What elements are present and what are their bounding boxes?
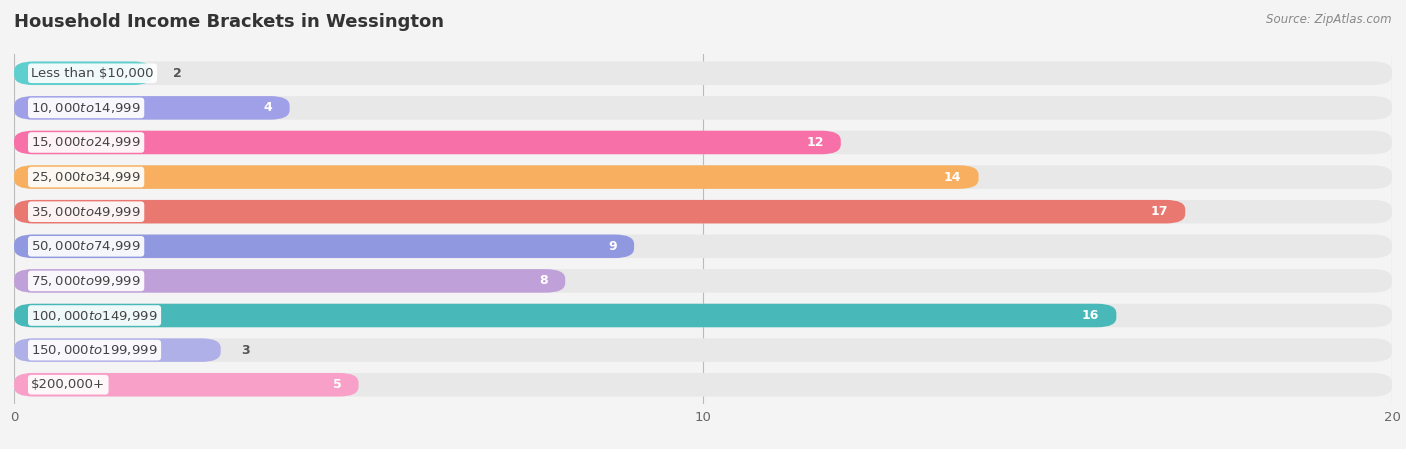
FancyBboxPatch shape: [14, 304, 1116, 327]
FancyBboxPatch shape: [14, 200, 1185, 224]
Text: 17: 17: [1150, 205, 1168, 218]
FancyBboxPatch shape: [14, 234, 1392, 258]
Text: 2: 2: [173, 67, 181, 80]
FancyBboxPatch shape: [14, 62, 1392, 85]
Text: 9: 9: [609, 240, 617, 253]
FancyBboxPatch shape: [14, 200, 1392, 224]
FancyBboxPatch shape: [14, 234, 634, 258]
Text: $10,000 to $14,999: $10,000 to $14,999: [31, 101, 141, 115]
Text: 16: 16: [1081, 309, 1099, 322]
FancyBboxPatch shape: [14, 304, 1392, 327]
FancyBboxPatch shape: [14, 373, 1392, 396]
Text: $100,000 to $149,999: $100,000 to $149,999: [31, 308, 157, 322]
FancyBboxPatch shape: [14, 339, 221, 362]
FancyBboxPatch shape: [14, 373, 359, 396]
FancyBboxPatch shape: [14, 96, 1392, 119]
Text: Less than $10,000: Less than $10,000: [31, 67, 153, 80]
FancyBboxPatch shape: [14, 62, 152, 85]
Text: $150,000 to $199,999: $150,000 to $199,999: [31, 343, 157, 357]
Text: $75,000 to $99,999: $75,000 to $99,999: [31, 274, 141, 288]
FancyBboxPatch shape: [14, 131, 841, 154]
Text: $25,000 to $34,999: $25,000 to $34,999: [31, 170, 141, 184]
Text: Source: ZipAtlas.com: Source: ZipAtlas.com: [1267, 13, 1392, 26]
Text: 5: 5: [333, 378, 342, 391]
FancyBboxPatch shape: [14, 165, 1392, 189]
FancyBboxPatch shape: [14, 165, 979, 189]
Text: 3: 3: [242, 343, 250, 357]
Text: $200,000+: $200,000+: [31, 378, 105, 391]
Text: $50,000 to $74,999: $50,000 to $74,999: [31, 239, 141, 253]
Text: 4: 4: [264, 101, 273, 114]
FancyBboxPatch shape: [14, 131, 1392, 154]
Text: 8: 8: [540, 274, 548, 287]
FancyBboxPatch shape: [14, 269, 1392, 293]
Text: 12: 12: [806, 136, 824, 149]
FancyBboxPatch shape: [14, 269, 565, 293]
Text: $35,000 to $49,999: $35,000 to $49,999: [31, 205, 141, 219]
Text: 14: 14: [943, 171, 962, 184]
FancyBboxPatch shape: [14, 339, 1392, 362]
Text: $15,000 to $24,999: $15,000 to $24,999: [31, 136, 141, 150]
Text: Household Income Brackets in Wessington: Household Income Brackets in Wessington: [14, 13, 444, 31]
FancyBboxPatch shape: [14, 96, 290, 119]
